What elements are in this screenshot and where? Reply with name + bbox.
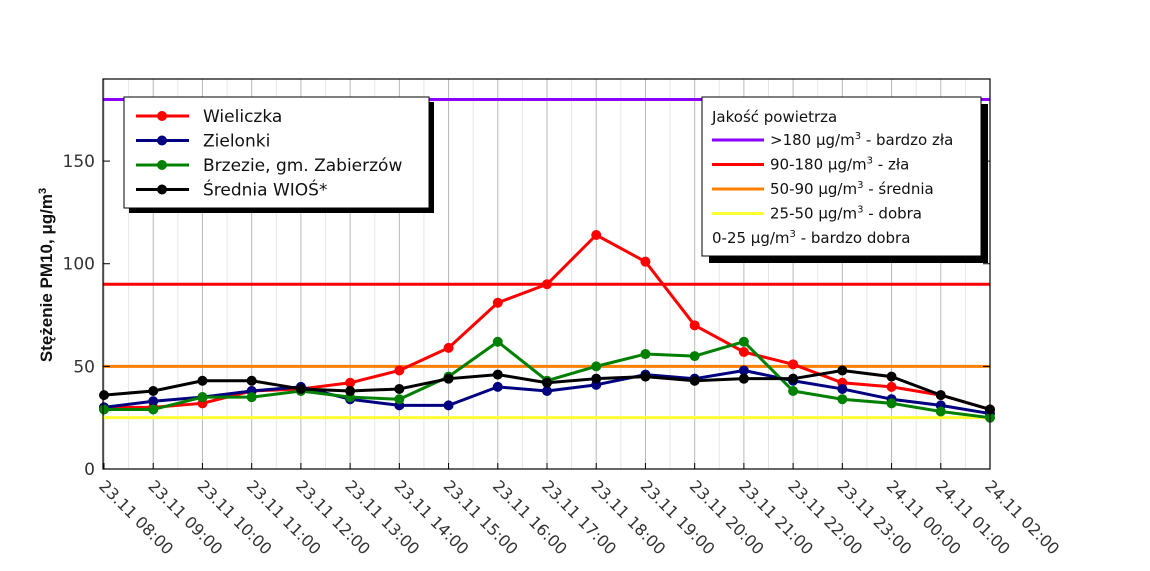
data-point: [689, 375, 700, 386]
data-point: [99, 404, 109, 415]
legend-marker: [157, 184, 167, 195]
legend-marker: [157, 111, 167, 121]
data-point: [197, 375, 208, 386]
series-legend: Wieliczka Zielonki Brzezie, gm. Zabierzów Ś…: [123, 96, 434, 213]
data-point: [640, 349, 651, 360]
data-point: [394, 394, 405, 405]
data-point: [443, 373, 454, 384]
data-point: [591, 230, 602, 240]
data-point: [394, 365, 405, 376]
legend-label: Brzezie, gm. Zabierzów: [203, 156, 402, 176]
legend-label: Średnia WIOŚ*: [203, 179, 327, 201]
y-axis-label: Stężenie PM10, μg/m3: [37, 188, 56, 362]
data-point: [591, 361, 602, 372]
data-point: [640, 371, 651, 382]
data-point: [640, 256, 651, 267]
data-point: [345, 386, 356, 396]
data-point: [492, 297, 503, 308]
data-point: [689, 351, 700, 362]
y-tick-label: 50: [73, 357, 95, 377]
legend-marker: [157, 135, 167, 146]
data-point: [148, 386, 159, 396]
series-lines: [99, 230, 995, 423]
data-point: [542, 279, 552, 290]
quality-legend-box: [701, 96, 982, 257]
legend-label: Wieliczka: [203, 107, 282, 127]
data-point: [886, 398, 897, 409]
y-tick-label: 0: [84, 460, 95, 480]
data-point: [246, 392, 257, 403]
y-axis-label-sup: 3: [37, 188, 49, 194]
data-point: [738, 365, 749, 376]
data-point: [689, 320, 700, 331]
quality-legend-label: 25-50 μg/m3 - dobra: [770, 205, 922, 223]
data-point: [394, 383, 405, 394]
data-point: [738, 373, 749, 384]
quality-legend-label: >180 μg/m3 - bardzo zła: [770, 131, 953, 149]
data-point: [345, 377, 356, 388]
data-point: [246, 375, 257, 386]
data-point: [591, 373, 602, 384]
data-point: [443, 342, 454, 353]
data-point: [935, 390, 946, 401]
data-point: [492, 369, 503, 380]
data-point: [837, 365, 848, 376]
data-point: [492, 336, 503, 347]
quality-legend-label: 0-25 μg/m3 - bardzo dobra: [712, 229, 910, 247]
data-point: [295, 383, 306, 394]
data-point: [148, 404, 159, 415]
data-point: [788, 386, 799, 396]
data-point: [148, 396, 159, 407]
air-quality-legend: Jakość powietrza >180 μg/m3 - bardzo zła 9…: [701, 96, 988, 263]
quality-legend-label: 90-180 μg/m3 - zła: [770, 156, 909, 174]
data-point: [935, 406, 946, 417]
data-point: [886, 381, 897, 392]
data-point: [542, 377, 552, 388]
quality-legend-title: Jakość powietrza: [711, 108, 837, 126]
y-tick-label: 100: [63, 255, 95, 275]
quality-legend-label: 50-90 μg/m3 - średnia: [770, 180, 934, 198]
data-point: [99, 390, 109, 401]
data-point: [738, 336, 749, 347]
data-point: [886, 371, 897, 382]
data-point: [542, 386, 552, 396]
y-tick-label: 150: [63, 152, 95, 172]
data-point: [837, 383, 848, 394]
legend-label: Zielonki: [203, 132, 270, 152]
data-point: [788, 359, 799, 370]
data-point: [492, 381, 503, 392]
y-axis-label-main: Stężenie PM10, μg/m: [37, 194, 56, 362]
series--rednia-wio-: [99, 365, 995, 415]
data-point: [738, 347, 749, 357]
data-point: [197, 392, 208, 403]
data-point: [443, 400, 454, 411]
data-point: [788, 373, 799, 384]
data-point: [837, 394, 848, 405]
legend-marker: [157, 160, 167, 170]
